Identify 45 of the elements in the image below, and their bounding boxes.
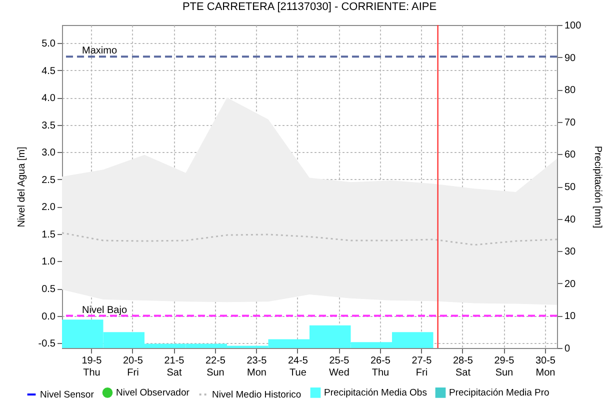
y-tick-label: 3.5 [42,120,56,132]
x-tick-label: 25-5 Wed [329,356,350,378]
y-tick-label: 4.5 [42,66,56,77]
y-tick-label: 4.0 [42,93,56,104]
y2-axis-title: Precipitación [mm] [592,146,604,228]
ref-line-label: Maximo [82,46,118,57]
x-tick-label: 23-5 Mon [246,356,268,378]
y-axis-title: Nivel del Agua [m] [16,146,28,228]
y2-tick-label: 90 [564,52,576,64]
x-tick-label: 27-5 Fri [412,356,432,378]
chart-title: PTE CARRETERA [21137030] - CORRIENTE: AIPE [182,1,437,13]
y2-tick-label: 50 [564,182,576,193]
y2-tick-label: 0 [564,344,570,354]
x-tick-label: 24-5 Tue [288,356,308,378]
x-tick-label: 28-5 Sat [452,356,474,378]
y-tick-label: 5.0 [42,38,56,50]
y-tick-label: 1.5 [42,229,56,240]
y-tick-label: 2.0 [42,202,56,214]
y2-tick-label: 80 [564,85,576,96]
y-tick-label: 1.0 [42,256,56,268]
y-tick-label: 3.0 [42,148,56,159]
y2-tick-label: 30 [564,246,576,258]
x-tick-label: 29-5 Sun [494,356,515,378]
x-tick-label: 21-5 Sat [164,356,185,378]
y2-tick-label: 20 [564,278,576,290]
legend-label: Nivel Medio Historico [212,390,302,400]
x-tick-label: 30-5 Mon [535,356,556,378]
y-tick-label: 0.5 [42,284,56,296]
x-tick-label: 26-5 Thu [370,356,391,378]
legend-label: Nivel Observador [116,388,190,399]
x-tick-label: 19-5 Thu [82,356,102,378]
legend-label: Nivel Sensor [40,390,94,400]
y2-tick-label: 70 [564,117,576,128]
y-tick-label: 0.0 [42,311,56,322]
legend-label: Precipitación Media Pro [449,388,550,399]
y-tick-label: -0.5 [38,338,56,350]
ref-line-label: Nivel Bajo [82,304,128,316]
y2-tick-label: 40 [564,214,576,226]
x-tick-label: 20-5 Fri [122,356,144,378]
x-tick-label: 22-5 Sun [205,356,226,378]
y-tick-label: 2.5 [42,174,56,186]
y2-tick-label: 100 [564,20,582,32]
legend-label: Precipitación Media Obs [324,388,428,399]
y2-tick-label: 10 [564,311,576,322]
y2-tick-label: 60 [564,150,576,161]
